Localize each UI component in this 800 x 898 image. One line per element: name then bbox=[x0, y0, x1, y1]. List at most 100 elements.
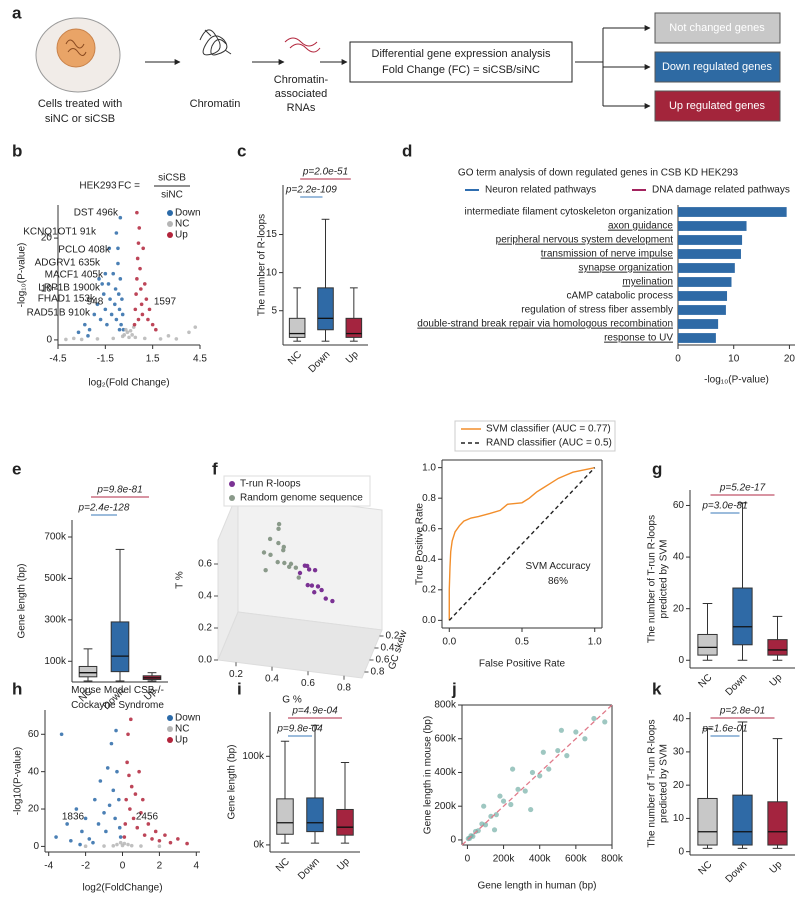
y-tick-label: 1.0 bbox=[422, 462, 436, 473]
bar bbox=[678, 235, 743, 245]
step-text: Chromatin bbox=[190, 98, 241, 110]
panel-letter: c bbox=[237, 141, 246, 160]
point bbox=[497, 793, 503, 799]
x-axis-label: Gene length in human (bp) bbox=[478, 881, 597, 892]
y-tick-label: 0.6 bbox=[422, 523, 436, 534]
category-label: intermediate filament cytoskeleton organ… bbox=[465, 207, 673, 218]
nucleus bbox=[56, 28, 96, 68]
legend-swatch bbox=[167, 715, 173, 721]
x-tick-label: 0.0 bbox=[442, 637, 456, 648]
x-tick-label: -2 bbox=[81, 861, 90, 872]
x-tick-label: 20 bbox=[784, 354, 796, 365]
box bbox=[336, 808, 354, 836]
point bbox=[312, 590, 317, 595]
bar bbox=[678, 277, 732, 287]
x-tick-label: 600k bbox=[565, 854, 588, 865]
x-tick-label: Down bbox=[296, 856, 322, 882]
p-value: p=4.9e-04 bbox=[291, 706, 338, 717]
point bbox=[136, 317, 141, 322]
y-tick-label: 40 bbox=[673, 713, 685, 724]
gene-label: FHAD1 153k bbox=[38, 294, 96, 305]
point bbox=[111, 844, 116, 848]
point bbox=[118, 840, 123, 845]
point bbox=[139, 844, 143, 848]
point bbox=[142, 282, 147, 286]
bar bbox=[678, 221, 747, 231]
point bbox=[69, 838, 73, 843]
point bbox=[111, 788, 116, 793]
point bbox=[330, 598, 335, 604]
box bbox=[697, 633, 718, 656]
y-tick-label: 0 bbox=[678, 655, 684, 666]
box bbox=[288, 317, 306, 338]
y-tick-label: 0.0 bbox=[198, 655, 212, 666]
panel-letter: j bbox=[451, 679, 457, 698]
y-axis-label: predicted by SVM bbox=[659, 540, 670, 619]
point bbox=[135, 277, 139, 281]
point bbox=[133, 307, 138, 312]
category-label: transmission of nerve impulse bbox=[541, 249, 674, 260]
p-value: p=1.6e-01 bbox=[701, 724, 747, 735]
panel-letter: g bbox=[652, 459, 662, 478]
point bbox=[109, 312, 114, 317]
x-axis-label: -log₁₀(P-value) bbox=[704, 375, 769, 386]
x-tick-label: Up bbox=[344, 349, 361, 366]
point bbox=[103, 271, 108, 276]
chromatin-drawing bbox=[199, 29, 232, 56]
point bbox=[296, 575, 301, 580]
y-tick-label: 0.6 bbox=[198, 559, 212, 570]
x-tick-label: 0 bbox=[465, 854, 471, 865]
count-label: 2456 bbox=[136, 812, 159, 823]
category-label: double-strand break repair via homologou… bbox=[417, 319, 673, 330]
point bbox=[591, 715, 597, 722]
point bbox=[150, 322, 155, 327]
x-tick-label: Up bbox=[768, 672, 785, 689]
y-axis-label: Gene length (bp) bbox=[17, 563, 28, 638]
p-value: p=2.0e-51 bbox=[302, 167, 348, 178]
point bbox=[305, 563, 310, 569]
legend-swatch bbox=[167, 210, 173, 216]
y-tick-label: 0.8 bbox=[422, 493, 436, 504]
point bbox=[107, 803, 112, 808]
bar bbox=[678, 333, 716, 343]
x-axis-label: False Positive Rate bbox=[479, 659, 566, 670]
x-tick-label: -1.5 bbox=[97, 354, 115, 365]
category-label: synapse organization bbox=[578, 263, 673, 274]
point bbox=[116, 261, 120, 266]
x-tick-label: Up bbox=[335, 856, 352, 873]
legend-label: RAND classifier (AUC = 0.5) bbox=[486, 438, 612, 449]
point bbox=[323, 596, 328, 601]
y-tick-label: 40 bbox=[28, 766, 40, 777]
box bbox=[732, 794, 753, 846]
point bbox=[76, 330, 81, 335]
y-tick-label: 100k bbox=[44, 656, 67, 667]
y-axis-label: -log₁₀(P-value) bbox=[17, 243, 28, 308]
point bbox=[59, 732, 64, 737]
x-axis-label: G % bbox=[282, 695, 302, 706]
point bbox=[282, 560, 287, 566]
annotation: 86% bbox=[548, 576, 568, 587]
x-tick-label: 0.8 bbox=[337, 682, 351, 693]
step-text: siNC or siCSB bbox=[45, 113, 115, 125]
point bbox=[185, 841, 189, 846]
x-tick-label: Down bbox=[307, 349, 333, 375]
line bbox=[448, 467, 596, 621]
legend-label: Down bbox=[175, 713, 201, 724]
x-tick-label: 0 bbox=[675, 354, 681, 365]
x-tick-label: NC bbox=[274, 856, 292, 874]
point bbox=[131, 816, 136, 821]
point bbox=[118, 835, 123, 839]
point bbox=[96, 822, 101, 826]
y-tick-label: 200k bbox=[434, 801, 457, 812]
point bbox=[114, 728, 118, 733]
point bbox=[146, 822, 151, 826]
point bbox=[118, 277, 123, 281]
chart-title: GO term analysis of down regulated genes… bbox=[458, 168, 739, 179]
point bbox=[537, 773, 543, 779]
point bbox=[275, 559, 280, 565]
step-text: Cells treated with bbox=[38, 98, 122, 110]
legend-swatch bbox=[167, 737, 173, 743]
point bbox=[135, 825, 140, 830]
legend-label: NC bbox=[175, 724, 189, 735]
